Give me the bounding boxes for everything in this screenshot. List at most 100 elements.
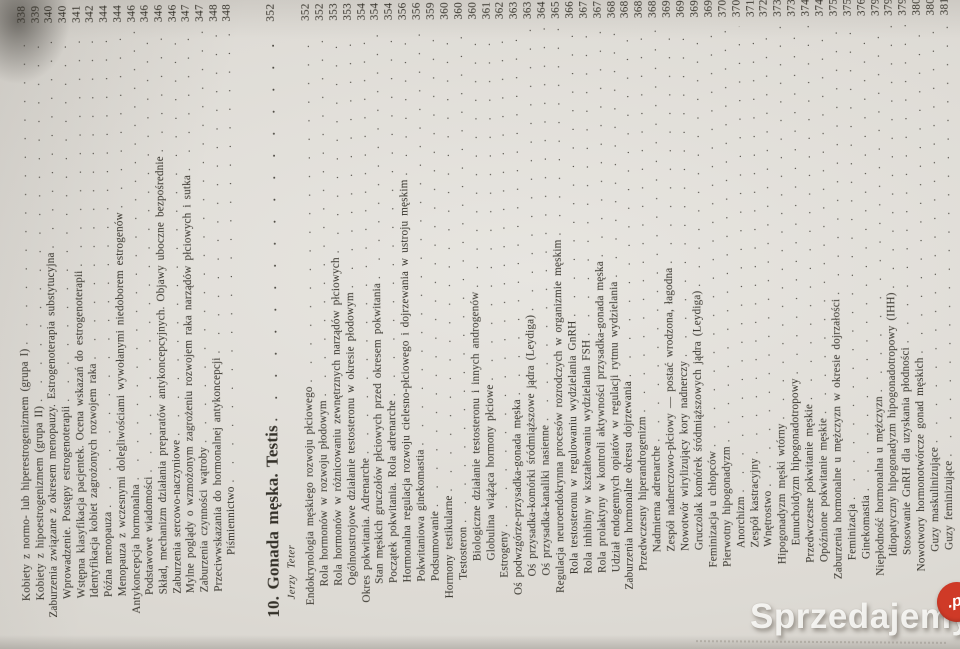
- page-number: 362: [494, 1, 507, 20]
- page-number: 381: [938, 0, 951, 16]
- entry-title: Feminizacja u chłopców: [706, 450, 720, 568]
- dot-leader: . . . . . . . . . . . . . . . . . . . . …: [703, 27, 719, 447]
- page-number: 379: [883, 0, 896, 16]
- entry-title: Przeciwwskazania do hormonalnej antykonc…: [210, 357, 225, 592]
- dot-leader: . . . . . . . . . . . . . . . . . . . . …: [166, 31, 182, 435]
- dot-leader: . . . . . . . . . . . . . . . . . . . . …: [30, 33, 45, 402]
- entry-title: Guzy feminizujące: [942, 460, 956, 550]
- entry-title: Zaburzenia związane z okresem menopauzy.…: [45, 252, 61, 618]
- dot-leader: . . . . . . . . . . . . . . . . . . . . …: [57, 32, 72, 401]
- entry-title: Wprowadzenie. Postępy estrogenoterapii: [60, 405, 74, 600]
- page-number: 372: [758, 0, 771, 18]
- dot-leader: . . . . . . . . . . . . . . . . . . . . …: [355, 30, 371, 454]
- page-number: 379: [896, 0, 910, 16]
- page-number: 356: [396, 2, 410, 21]
- page-number: 361: [480, 1, 493, 20]
- page-number: 367: [577, 0, 590, 19]
- page-number: 341: [70, 5, 83, 24]
- dot-leader: . . . . . . . . . . . . . . . . . . . . …: [744, 26, 760, 454]
- entry-title: Nadmierna adrenarche: [650, 445, 664, 553]
- dot-leader: . . . . . . . . . . . . . . . . . . . . …: [467, 29, 481, 288]
- entry-title: Hormonalna regulacja rozwoju cielesno-pł…: [398, 179, 414, 583]
- dot-leader: . . . . . . . . . . . . . . . . . . . . …: [369, 30, 383, 279]
- entry-title: Zaburzenia hormonalne u mężczyzn w okres…: [830, 298, 845, 580]
- dot-leader: . . . . . . . . . . . . . . . . . . . . …: [883, 25, 897, 288]
- dot-leader: . . . . . . . . . . . . . . . . . . . . …: [619, 27, 634, 377]
- entry-title: Ginekomastia: [859, 495, 873, 560]
- dot-leader: . . . . . . . . . . . . . . . . . . . . …: [925, 25, 941, 443]
- entry-title: Nowotwory hormonotwórcze gonad męskich: [913, 357, 928, 572]
- entry-title: Kobiety z hipoestrogenizmem (grupa II): [32, 405, 47, 601]
- chapter-title: 10. Gonada męska. Testis: [262, 425, 283, 618]
- dot-leader: . . . . . . . . . . . . . . . . . . . . …: [221, 31, 237, 483]
- chapter-page-number: 352: [264, 3, 277, 22]
- dot-leader: . . . . . . . . . . . . . . . . . . . . …: [342, 30, 356, 288]
- entry-title: Późna menopauza: [102, 511, 115, 598]
- entry-title: Testosteron: [457, 526, 470, 580]
- page-number: 348: [207, 4, 220, 22]
- page-number: 346: [152, 4, 165, 23]
- entry-title: Guzy maskulinizujące: [928, 446, 942, 552]
- dot-leader: . . . . . . . . . . . . . . . . . . . . …: [480, 29, 495, 381]
- page-number: 374: [799, 0, 812, 17]
- dot-leader: . . . . . . . . . . . . . . . . . . . . …: [564, 28, 579, 317]
- entry-title: Idiopatyczny hipogonadyzm hipogonadotrop…: [885, 292, 900, 557]
- watermark-brand: Sprzedajemy: [750, 597, 960, 636]
- page-number: 375: [827, 0, 840, 17]
- entry-title: Przedwczesny hiperandrogenizm: [636, 416, 650, 571]
- page-number: 369: [660, 0, 673, 18]
- dot-leader: . . . . . . . . . . . . . . . . . . . . …: [153, 32, 166, 153]
- entry-title: Zaburzenia sercowo-naczyniowe: [169, 439, 184, 594]
- dot-leader: . . . . . . . . . . . . . . . . . . . . …: [536, 28, 551, 421]
- page-number: 364: [535, 1, 548, 20]
- dot-leader: . . . . . . . . . . . . . . . . . . . . …: [383, 30, 398, 397]
- dot-leader: . . . . . . . . . . . . . . . . . . . . …: [578, 28, 593, 336]
- entry-title: Gruczolak komórek śródmiąższowych jądra …: [691, 290, 706, 551]
- dot-leader: . . . . . . . . . . . . . . . . . . . . …: [605, 28, 619, 278]
- page-number: 373: [771, 0, 785, 17]
- dot-leader: . . . . . . . . . . . . . . . . . . . . …: [263, 31, 281, 422]
- page-number: 375: [841, 0, 854, 17]
- dot-leader: . . . . . . . . . . . . . . . . . . . . …: [71, 32, 85, 266]
- dot-leader: . . . . . . . . . . . . . . . . . . . . …: [828, 26, 842, 295]
- entry-title: Endokrynologia męskiego rozwoju płcioweg…: [302, 386, 317, 606]
- entry-title: Globulina wiążąca hormony płciowe: [483, 384, 498, 561]
- entry-title: Rola inhibiny w kształtowaniu wydzielani…: [580, 339, 595, 574]
- entry-title: Oś przysadka-kanaliki nasienne: [539, 424, 553, 576]
- entry-title: Przedwczesne pokwitanie męskie: [803, 403, 817, 563]
- dot-leader: . . . . . . . . . . . . . . . . . . . . …: [661, 27, 675, 264]
- dot-leader: . . . . . . . . . . . . . . . . . . . . …: [675, 27, 690, 357]
- dot-leader: . . . . . . . . . . . . . . . . . . . . …: [397, 29, 410, 175]
- entry-title: Udział endogennych opiatów w regulacji r…: [607, 281, 623, 573]
- entry-title: Początek pokwitania. Rola adrenarche: [386, 400, 401, 584]
- dot-leader: . . . . . . . . . . . . . . . . . . . . …: [689, 27, 703, 287]
- dot-leader: . . . . . . . . . . . . . . . . . . . . …: [84, 32, 99, 359]
- page-number: 342: [84, 5, 97, 23]
- entry-title: Stan męskich gruczołów płciowych przed o…: [371, 282, 387, 584]
- page-number: 374: [813, 0, 826, 17]
- entry-title: Biologiczne działanie testosteronu i inn…: [468, 291, 484, 562]
- page-number: 344: [97, 5, 110, 23]
- page-number: 360: [466, 1, 479, 20]
- dot-leader: . . . . . . . . . . . . . . . . . . . . …: [314, 30, 329, 396]
- page-number: 366: [563, 0, 576, 19]
- entry-title: Piśmiennictwo: [225, 486, 238, 556]
- watermark: Sprzedajemy .pl: [750, 578, 960, 637]
- entry-title: Antykoncepcja hormonalna: [129, 484, 143, 614]
- page-number: 369: [688, 0, 701, 18]
- dot-leader: . . . . . . . . . . . . . . . . . . . . …: [411, 29, 427, 445]
- page-number: 368: [646, 0, 660, 19]
- page-number: 380: [924, 0, 937, 16]
- page-number: 379: [869, 0, 882, 17]
- page-number: 354: [355, 2, 368, 21]
- page-number: 339: [29, 5, 42, 24]
- dot-leader: . . . . . . . . . . . . . . . . . . . . …: [911, 25, 926, 354]
- dot-leader: . . . . . . . . . . . . . . . . . . . . …: [786, 26, 801, 374]
- page-number: 371: [744, 0, 757, 18]
- entry-title: Identyfikacja kobiet zagrożonych rozwoje…: [87, 363, 102, 598]
- page-number: 344: [111, 4, 124, 23]
- dot-leader: . . . . . . . . . . . . . . . . . . . . …: [897, 25, 912, 343]
- page-number: 359: [424, 2, 437, 20]
- page-number: 363: [507, 1, 521, 20]
- page-bottom-shadow: [0, 635, 960, 649]
